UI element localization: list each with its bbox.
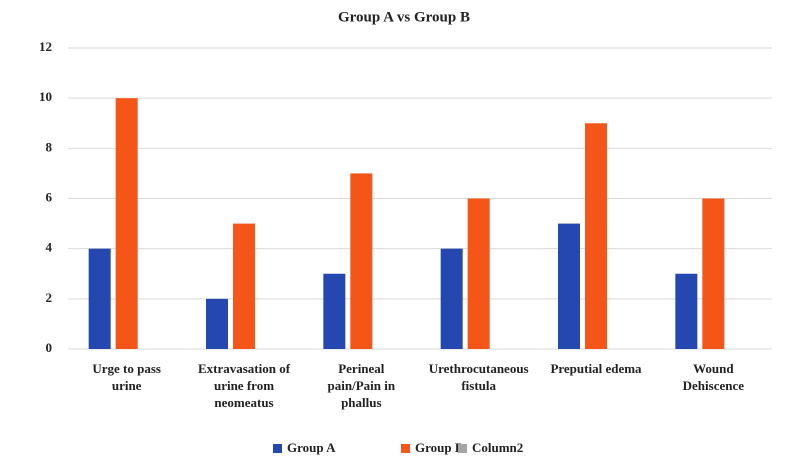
bar: [323, 273, 346, 349]
bar: [206, 298, 228, 349]
y-tick-label: 2: [46, 290, 53, 305]
bar: [467, 198, 490, 349]
legend-swatch: [273, 444, 282, 453]
x-tick-label: Extravasation of urine from neomeatus: [198, 361, 291, 410]
bar: [115, 98, 138, 350]
legend-swatch: [401, 444, 410, 453]
bar: [233, 223, 255, 349]
chart-title: Group A vs Group B: [338, 9, 470, 25]
bar: [585, 123, 607, 349]
y-tick-label: 10: [39, 89, 52, 104]
bar: [350, 173, 373, 349]
bar: [558, 223, 580, 349]
x-tick-label: Wound Dehiscence: [683, 361, 745, 393]
bar: [702, 198, 725, 349]
bar: [675, 273, 698, 349]
legend-label: Column2: [472, 440, 523, 455]
x-tick-label: Preputial edema: [550, 361, 642, 376]
y-tick-label: 8: [46, 139, 53, 154]
legend-label: Group B: [415, 440, 464, 455]
bar: [88, 248, 111, 349]
x-tick-label: Urethrocutaneous fistula: [429, 361, 529, 393]
bar: [440, 248, 463, 349]
y-tick-label: 12: [39, 39, 52, 54]
y-tick-label: 4: [46, 240, 53, 255]
y-tick-label: 0: [46, 340, 53, 355]
x-tick-label: Perineal pain/Pain in phallus: [328, 361, 396, 410]
y-tick-label: 6: [46, 189, 53, 204]
legend-swatch: [458, 444, 467, 453]
legend-label: Group A: [287, 440, 336, 455]
x-tick-label: Urge to pass urine: [92, 361, 161, 393]
